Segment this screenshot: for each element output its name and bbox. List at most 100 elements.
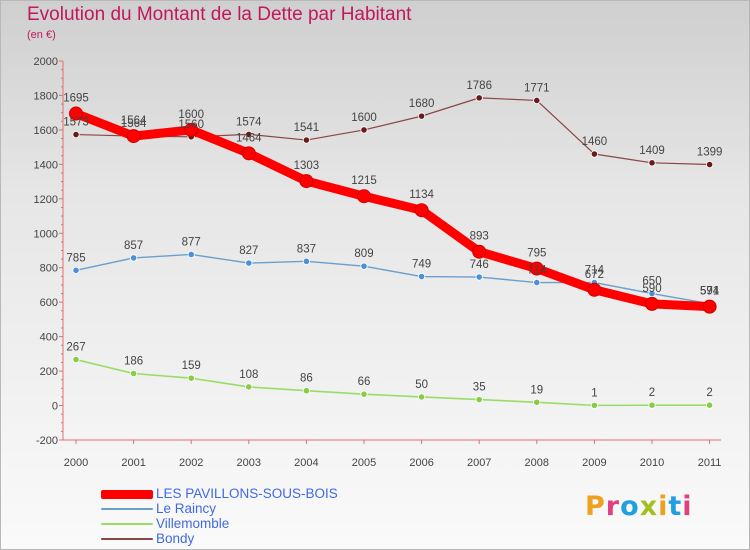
data-label: 1215 (351, 175, 377, 187)
logo-letter: r (605, 491, 621, 522)
data-point (302, 257, 310, 265)
data-label: 1303 (294, 160, 320, 172)
data-label: 1409 (639, 145, 665, 157)
x-tick-label: 2005 (352, 457, 376, 469)
data-point (705, 401, 714, 409)
legend-item: Villemomble (101, 517, 229, 531)
legend-swatch (101, 489, 153, 499)
data-label: 1460 (582, 136, 608, 148)
logo-letter: o (620, 491, 640, 522)
data-point (69, 106, 83, 121)
data-label: 714 (527, 265, 547, 277)
data-point (475, 395, 483, 404)
data-point (299, 174, 314, 189)
data-label: 2 (706, 387, 712, 399)
data-label: 267 (66, 342, 85, 354)
data-label: 1564 (121, 118, 147, 130)
data-label: 1399 (697, 147, 723, 159)
x-tick-label: 2003 (237, 457, 261, 469)
data-point (126, 129, 141, 144)
legend-swatch (101, 538, 153, 540)
data-point (187, 374, 195, 382)
data-point (417, 272, 426, 281)
proxiti-logo: Proxiti (585, 491, 693, 522)
data-label: 1564 (121, 115, 147, 127)
data-label: 1 (591, 387, 597, 399)
data-label: 1541 (294, 122, 320, 134)
chart-axes: -200 0 200 400 600 800 1000 1200 1400 1600 1800 200… (34, 56, 722, 469)
y-tick-label: 800 (40, 263, 58, 275)
x-tick-label: 2004 (294, 457, 318, 469)
x-tick-label: 2010 (640, 457, 664, 469)
data-label: 650 (642, 276, 661, 288)
y-tick-label: 1800 (34, 90, 58, 102)
data-label: 1600 (178, 109, 204, 121)
logo-letter: i (658, 491, 669, 522)
data-point (414, 203, 429, 218)
data-point (245, 130, 253, 138)
data-label: 159 (182, 360, 201, 372)
data-label: 714 (585, 265, 605, 277)
data-point (533, 278, 541, 287)
legend-item: Le Raincy (101, 502, 216, 516)
x-tick-label: 2011 (698, 457, 722, 469)
data-point (417, 393, 426, 401)
y-tick-label: -200 (36, 435, 58, 447)
legend-swatch (101, 508, 153, 510)
data-point (529, 261, 544, 276)
data-point (72, 266, 80, 274)
data-point (241, 146, 256, 161)
series-3 (72, 94, 714, 169)
y-tick-label: 400 (40, 332, 58, 344)
y-tick-label: 1000 (34, 228, 58, 240)
legend-label: Villemomble (156, 516, 230, 531)
data-point (130, 254, 138, 262)
y-tick-label: 200 (40, 366, 58, 378)
data-label: 1600 (351, 112, 377, 124)
y-tick-label: 2000 (34, 56, 58, 68)
data-label: 1134 (409, 189, 434, 201)
data-label: 809 (354, 248, 373, 260)
x-tick-label: 2006 (409, 457, 433, 469)
data-point (533, 96, 541, 105)
data-point (302, 387, 310, 395)
data-point (72, 130, 80, 139)
data-point (648, 289, 656, 298)
data-point (475, 273, 483, 281)
data-label: 1786 (466, 80, 492, 92)
legend-label: LES PAVILLONS-SOUS-BOIS (156, 486, 338, 501)
data-point (130, 369, 138, 378)
series-line (75, 358, 711, 407)
data-point (587, 282, 602, 297)
data-label: 108 (239, 369, 258, 381)
y-tick-label: 600 (40, 297, 58, 309)
data-label: 1464 (236, 132, 262, 144)
logo-letter: i (682, 491, 693, 522)
x-tick-label: 2009 (582, 457, 606, 469)
data-point (360, 390, 368, 398)
data-label: 35 (473, 382, 486, 394)
data-label: 749 (412, 259, 431, 271)
legend-label: Le Raincy (156, 501, 217, 516)
legend-swatch (101, 523, 153, 525)
data-point (187, 250, 195, 259)
legend-item: Bondy (101, 532, 194, 546)
series-2 (72, 355, 714, 409)
data-label: 837 (297, 243, 316, 255)
series-line (71, 109, 715, 312)
y-tick-label: 0 (52, 401, 58, 413)
data-label: 1680 (409, 98, 435, 110)
data-point (648, 159, 656, 167)
legend-label: Bondy (156, 531, 195, 546)
data-label: 186 (124, 356, 143, 368)
data-label: 857 (124, 240, 143, 252)
chart-title: Evolution du Montant de la Dette par Hab… (27, 4, 412, 25)
y-tick-label: 1600 (34, 125, 58, 137)
data-label: 827 (239, 245, 258, 257)
series-line (75, 253, 711, 305)
data-label: 1574 (236, 116, 262, 128)
data-point (475, 94, 483, 102)
series-0 (69, 106, 717, 314)
y-tick-label: 1200 (34, 194, 58, 206)
